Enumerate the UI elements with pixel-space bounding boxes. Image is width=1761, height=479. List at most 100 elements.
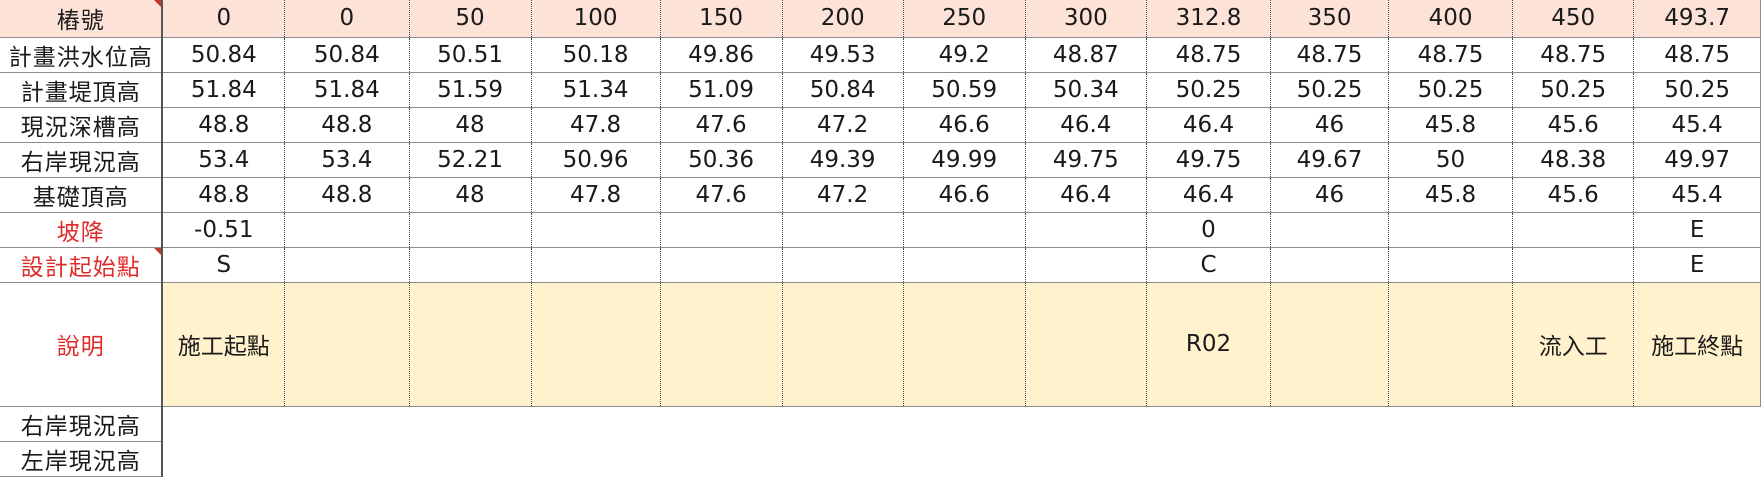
- value-cell[interactable]: 47.8: [531, 107, 661, 143]
- note-cell[interactable]: [1270, 282, 1389, 407]
- value-cell[interactable]: 50: [1388, 142, 1514, 178]
- value-cell[interactable]: [782, 212, 904, 248]
- value-cell[interactable]: 49.39: [782, 142, 904, 178]
- note-cell[interactable]: R02: [1146, 282, 1272, 407]
- value-cell[interactable]: 48.75: [1512, 37, 1635, 73]
- value-cell[interactable]: 50.51: [409, 37, 532, 73]
- value-cell[interactable]: 45.4: [1633, 107, 1761, 143]
- empty-cell[interactable]: [1388, 441, 1512, 476]
- value-cell[interactable]: 50.84: [284, 37, 410, 73]
- value-cell[interactable]: 51.34: [531, 72, 661, 108]
- value-cell[interactable]: 49.2: [903, 37, 1026, 73]
- value-cell[interactable]: 48.75: [1270, 37, 1389, 73]
- row-label-cell[interactable]: 右岸現況高: [0, 406, 164, 442]
- empty-cell[interactable]: [903, 441, 1025, 476]
- empty-cell[interactable]: [1513, 441, 1634, 476]
- station-cell[interactable]: 200: [782, 0, 904, 38]
- row-label-cell[interactable]: 坡降: [0, 212, 164, 248]
- station-cell[interactable]: 100: [531, 0, 661, 38]
- empty-cell[interactable]: [531, 406, 660, 441]
- station-cell[interactable]: 300: [1025, 0, 1147, 38]
- value-cell[interactable]: 46.6: [903, 107, 1026, 143]
- empty-cell[interactable]: [1513, 406, 1634, 441]
- value-cell[interactable]: [409, 247, 532, 283]
- note-cell[interactable]: [1388, 282, 1514, 407]
- value-cell[interactable]: 50.36: [660, 142, 783, 178]
- value-cell[interactable]: [1512, 212, 1635, 248]
- value-cell[interactable]: 46.4: [1025, 177, 1147, 213]
- value-cell[interactable]: 49.99: [903, 142, 1026, 178]
- value-cell[interactable]: [409, 212, 532, 248]
- note-cell[interactable]: [284, 282, 410, 407]
- empty-cell[interactable]: [1634, 406, 1761, 441]
- value-cell[interactable]: 45.4: [1633, 177, 1761, 213]
- value-cell[interactable]: 46.4: [1025, 107, 1147, 143]
- value-cell[interactable]: 50.18: [531, 37, 661, 73]
- value-cell[interactable]: 48.75: [1633, 37, 1761, 73]
- empty-cell[interactable]: [660, 406, 782, 441]
- empty-cell[interactable]: [782, 441, 903, 476]
- empty-cell[interactable]: [1634, 441, 1761, 476]
- value-cell[interactable]: 50.34: [1025, 72, 1147, 108]
- empty-cell[interactable]: [1146, 441, 1270, 476]
- value-cell[interactable]: 48.8: [284, 177, 410, 213]
- empty-cell[interactable]: [531, 441, 660, 476]
- value-cell[interactable]: 50.84: [162, 37, 286, 73]
- value-cell[interactable]: 47.2: [782, 177, 904, 213]
- row-label-cell[interactable]: 設計起始點: [0, 247, 164, 283]
- note-cell[interactable]: 流入工: [1512, 282, 1635, 407]
- station-cell[interactable]: 250: [903, 0, 1026, 38]
- value-cell[interactable]: 48.8: [284, 107, 410, 143]
- station-cell[interactable]: 350: [1270, 0, 1389, 38]
- value-cell[interactable]: 47.6: [660, 107, 783, 143]
- value-cell[interactable]: [903, 212, 1026, 248]
- value-cell[interactable]: 50.25: [1512, 72, 1635, 108]
- value-cell[interactable]: 45.8: [1388, 177, 1514, 213]
- value-cell[interactable]: 47.2: [782, 107, 904, 143]
- value-cell[interactable]: [782, 247, 904, 283]
- value-cell[interactable]: 49.75: [1146, 142, 1272, 178]
- value-cell[interactable]: [1388, 247, 1514, 283]
- empty-cell[interactable]: [409, 406, 531, 441]
- value-cell[interactable]: C: [1146, 247, 1272, 283]
- value-cell[interactable]: 53.4: [162, 142, 286, 178]
- empty-cell[interactable]: [660, 441, 782, 476]
- empty-cell[interactable]: [162, 406, 284, 441]
- value-cell[interactable]: [531, 212, 661, 248]
- value-cell[interactable]: 49.75: [1025, 142, 1147, 178]
- value-cell[interactable]: E: [1633, 212, 1761, 248]
- value-cell[interactable]: 48.8: [162, 177, 286, 213]
- empty-cell[interactable]: [1025, 441, 1146, 476]
- value-cell[interactable]: 46: [1270, 177, 1389, 213]
- station-cell[interactable]: 0: [284, 0, 410, 38]
- empty-cell[interactable]: [409, 441, 531, 476]
- empty-cell[interactable]: [782, 406, 903, 441]
- value-cell[interactable]: [284, 247, 410, 283]
- value-cell[interactable]: -0.51: [162, 212, 286, 248]
- row-label-cell[interactable]: 計畫堤頂高: [0, 72, 164, 108]
- row-label-cell[interactable]: 現況深槽高: [0, 107, 164, 143]
- value-cell[interactable]: 48.8: [162, 107, 286, 143]
- empty-cell[interactable]: [162, 441, 284, 476]
- value-cell[interactable]: 49.67: [1270, 142, 1389, 178]
- value-cell[interactable]: 46.6: [903, 177, 1026, 213]
- station-cell[interactable]: 493.7: [1633, 0, 1761, 38]
- value-cell[interactable]: 51.09: [660, 72, 783, 108]
- value-cell[interactable]: 48.75: [1388, 37, 1514, 73]
- value-cell[interactable]: 46.4: [1146, 177, 1272, 213]
- station-cell[interactable]: 0: [162, 0, 286, 38]
- station-cell[interactable]: 50: [409, 0, 532, 38]
- note-cell[interactable]: [903, 282, 1026, 407]
- value-cell[interactable]: 48.87: [1025, 37, 1147, 73]
- value-cell[interactable]: 50.59: [903, 72, 1026, 108]
- value-cell[interactable]: 47.6: [660, 177, 783, 213]
- value-cell[interactable]: 50.84: [782, 72, 904, 108]
- note-cell[interactable]: 施工終點: [1633, 282, 1761, 407]
- value-cell[interactable]: 49.97: [1633, 142, 1761, 178]
- value-cell[interactable]: [1512, 247, 1635, 283]
- notes-label-cell[interactable]: 說明: [0, 282, 164, 407]
- empty-cell[interactable]: [285, 441, 409, 476]
- value-cell[interactable]: 0: [1146, 212, 1272, 248]
- value-cell[interactable]: [1388, 212, 1514, 248]
- empty-cell[interactable]: [1146, 406, 1270, 441]
